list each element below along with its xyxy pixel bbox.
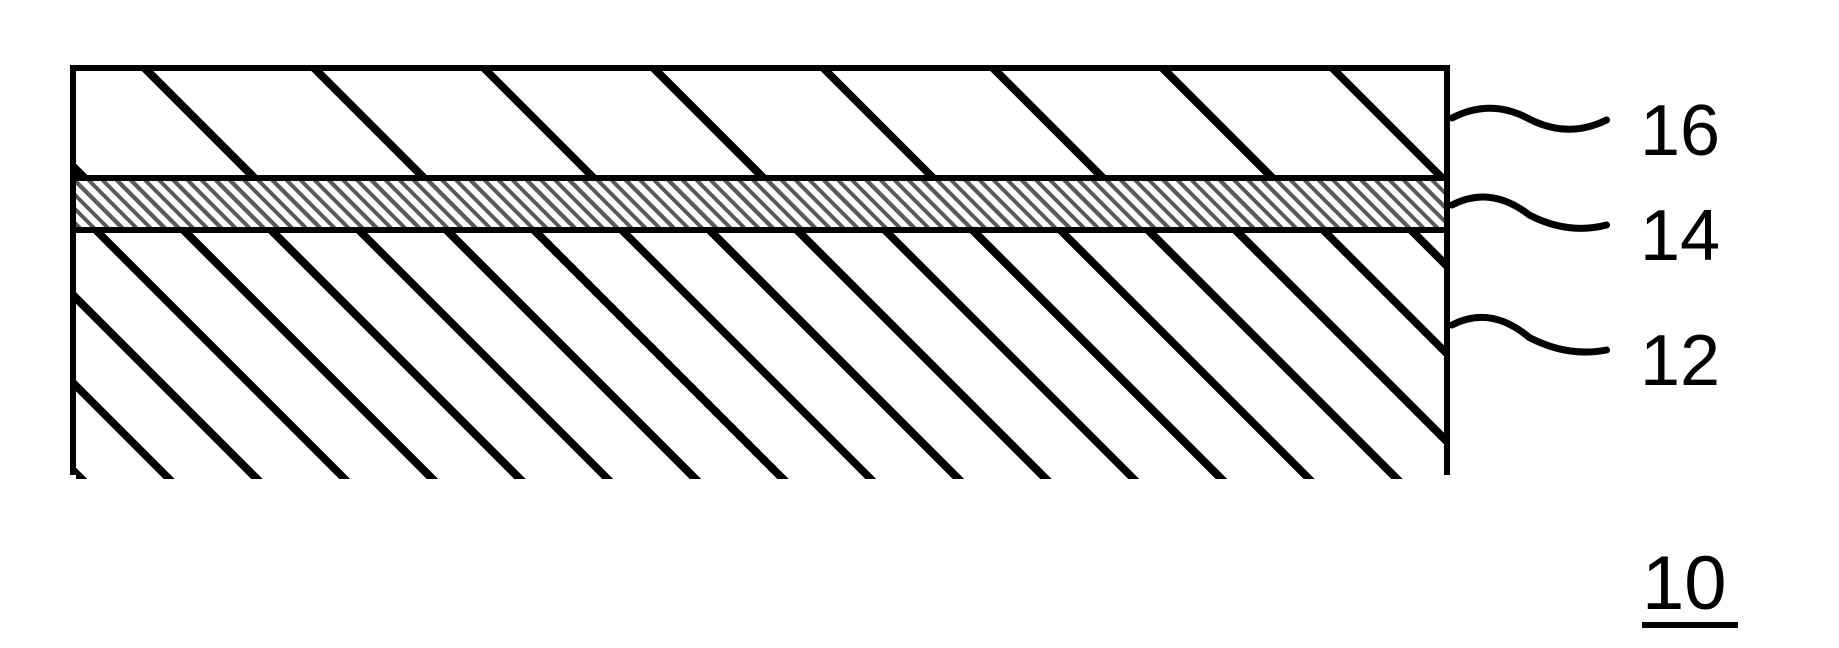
callout-connector (1425, 91, 1649, 147)
layer-top (76, 71, 1444, 181)
callout-connector (1425, 178, 1649, 252)
layer-bot (76, 233, 1444, 479)
figure-number-underline (1642, 622, 1738, 628)
callout-16-label: 16 (1640, 90, 1720, 172)
callout-12-label: 12 (1640, 320, 1720, 402)
callout-14-label: 14 (1640, 195, 1720, 277)
figure-number-label: 10 (1642, 540, 1727, 627)
diagram-stage: 10 16 14 12 (0, 0, 1839, 648)
layer-stack (70, 65, 1450, 475)
callout-connector (1425, 298, 1649, 377)
layer-mid (76, 181, 1444, 233)
